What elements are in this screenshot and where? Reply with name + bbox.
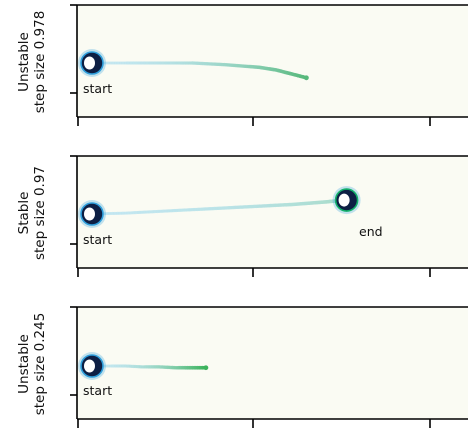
panel-middle-ylabel-line1: Stable bbox=[16, 192, 32, 235]
marker-center bbox=[338, 193, 350, 207]
panel-bottom-ylabel-line2: step size 0.245 bbox=[32, 313, 48, 416]
panel-bottom-ylabel-line1: Unstable bbox=[16, 334, 32, 394]
panel-middle-ylabel-line2: step size 0.97 bbox=[32, 166, 48, 260]
panel-bottom-markers bbox=[78, 352, 106, 380]
panel-bottom-annotation-start: start bbox=[83, 383, 112, 398]
panel-middle-markers bbox=[78, 186, 361, 228]
panel-top-ylabel-line2: step size 0.978 bbox=[32, 11, 48, 114]
marker-center bbox=[84, 207, 95, 221]
panel-bottom: Unstable step size 0.245 start bbox=[16, 306, 468, 428]
marker-end bbox=[332, 186, 361, 215]
panel-top-trajectory bbox=[90, 61, 309, 81]
panel-bottom-plot-area bbox=[77, 307, 468, 419]
marker-center bbox=[84, 359, 95, 373]
panel-middle-annotation-end: end bbox=[359, 224, 383, 239]
marker-start bbox=[78, 49, 106, 77]
panel-top-ylabel-line1: Unstable bbox=[16, 32, 32, 92]
marker-start bbox=[78, 200, 106, 228]
marker-center bbox=[84, 56, 95, 70]
marker-start bbox=[78, 352, 106, 380]
panel-middle: Stable step size 0.97 start end bbox=[16, 155, 468, 277]
panel-top-markers bbox=[78, 49, 106, 77]
panel-top-plot-area bbox=[77, 5, 468, 117]
panel-top: Unstable step size 0.978 start bbox=[16, 4, 468, 126]
trajectory-end-point bbox=[203, 365, 209, 371]
panel-middle-annotation-start: start bbox=[83, 232, 112, 247]
trajectory-end-point bbox=[304, 75, 309, 81]
panel-top-annotation-start: start bbox=[83, 81, 112, 96]
